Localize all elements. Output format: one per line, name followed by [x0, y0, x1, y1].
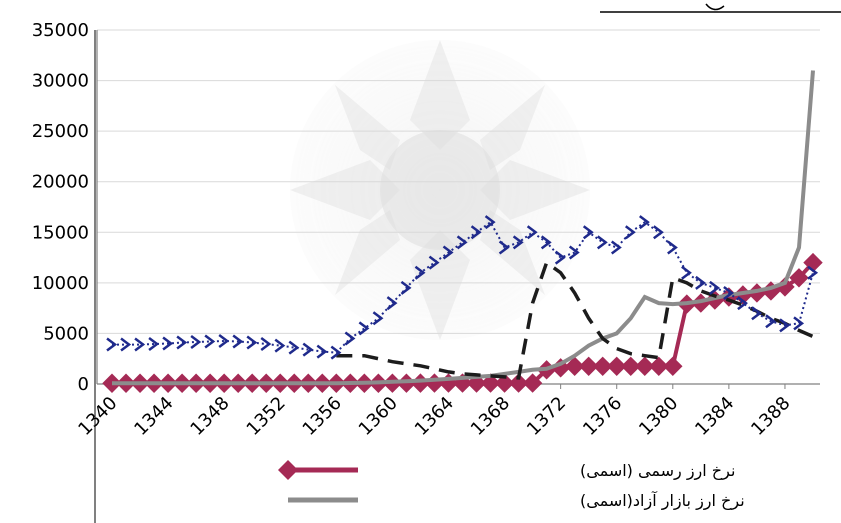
series-3-point — [554, 250, 566, 265]
legend: نرخ ارز رسمی (اسمی) نرخ ارز بازار آزاد(اس… — [270, 452, 745, 523]
x-tick-label: 1372 — [523, 393, 570, 440]
series-3-point — [681, 265, 692, 280]
legend-label: نرخ ارز رسمی (اسمی) — [580, 461, 735, 481]
series-3-point — [568, 245, 580, 260]
series-3-point — [639, 215, 650, 230]
series-3-point — [456, 235, 468, 250]
series-3-point — [400, 280, 412, 295]
series-3-point — [330, 345, 342, 360]
series-3-point — [428, 255, 440, 270]
x-tick-label: 1356 — [299, 393, 346, 440]
legend-item-1: نرخ ارز بازار آزاد(اسمی) — [288, 491, 745, 511]
series-3-point — [344, 331, 356, 346]
series-3-point — [204, 334, 216, 349]
series-3-point — [751, 306, 763, 321]
series-3-point — [540, 235, 552, 250]
series-3-point — [316, 344, 328, 359]
series-3-point — [372, 311, 384, 326]
x-tick-label: 1360 — [355, 393, 402, 440]
y-tick-labels: 0 5000 10000 15000 20000 25000 30000 35000 — [32, 20, 89, 395]
series-3-point — [610, 240, 622, 255]
series-3-point — [596, 235, 608, 250]
legend-item-0: نرخ ارز رسمی (اسمی) — [278, 460, 735, 481]
x-tick-label: 1388 — [747, 393, 794, 440]
series-3-point — [667, 240, 678, 255]
series-3-point — [484, 215, 496, 230]
series-3-point — [807, 265, 819, 280]
series-3-point — [442, 245, 454, 260]
series-3-point — [386, 296, 398, 311]
y-tick-label: 5000 — [43, 323, 89, 344]
series-3-point — [148, 337, 160, 352]
x-tick-label: 1384 — [691, 393, 738, 440]
series-3-point — [737, 296, 748, 311]
series-0-point — [592, 356, 613, 377]
series-3-point — [470, 225, 482, 240]
series-3-point — [793, 316, 805, 331]
series-0-point — [649, 356, 669, 377]
series-3-point — [624, 225, 636, 240]
legend-label: نرخ ارز بازار آزاد(اسمی) — [580, 491, 745, 511]
x-tick-label: 1376 — [579, 393, 626, 440]
series-3-point — [582, 225, 594, 240]
x-tick-label: 1364 — [411, 393, 458, 440]
series-3-point — [512, 235, 524, 250]
y-tick-label: 30000 — [32, 71, 89, 92]
title-glyph-fragment — [705, 3, 725, 11]
series-0-point — [607, 356, 627, 377]
series-3-point — [218, 334, 230, 349]
y-tick-label: 10000 — [32, 273, 89, 294]
series-3-point — [779, 318, 791, 333]
series-3-point — [414, 265, 426, 280]
y-tick-label: 20000 — [32, 172, 89, 193]
y-tick-label: 0 — [78, 374, 89, 395]
series-3-point — [134, 337, 146, 352]
y-tick-label: 35000 — [32, 20, 89, 41]
legend-diamond-marker — [278, 460, 298, 480]
series-0-point — [663, 356, 683, 377]
x-tick-label: 1368 — [467, 393, 514, 440]
series-3-point — [190, 335, 202, 350]
series-3-point — [106, 337, 118, 352]
series-0-point — [564, 356, 585, 377]
series-3-point — [358, 321, 370, 336]
y-tick-label: 25000 — [32, 121, 89, 142]
series-3-point — [695, 275, 706, 290]
series-line-2 — [336, 259, 814, 380]
series-3-point — [653, 225, 664, 240]
series-0-point — [522, 373, 543, 393]
x-tick-label: 1348 — [186, 393, 233, 440]
x-tick-label: 1380 — [635, 393, 682, 440]
series-3-point — [765, 314, 777, 329]
series-3-point — [288, 340, 300, 355]
rosette-watermark — [290, 40, 590, 340]
series-3-point — [709, 280, 720, 295]
series-0-point — [789, 268, 809, 288]
legend-box — [270, 452, 590, 523]
series-0-point — [621, 356, 641, 377]
series-3-point — [162, 336, 174, 351]
x-tick-label: 1340 — [74, 393, 121, 440]
series-0-point — [494, 373, 515, 393]
series-0-point — [578, 356, 599, 377]
y-tick-label: 15000 — [32, 222, 89, 243]
x-tick-label: 1352 — [243, 393, 290, 440]
x-tick-label: 1344 — [130, 393, 177, 440]
series-line-1 — [112, 70, 815, 386]
series-0-point — [508, 373, 529, 393]
series-3-point — [274, 338, 286, 353]
series-3-point — [176, 335, 188, 350]
series-3-point — [723, 285, 734, 300]
series-0-point — [635, 356, 655, 377]
series-3-point — [246, 335, 258, 350]
series-3-point — [526, 225, 538, 240]
series-3-point — [232, 334, 244, 349]
series-3-point — [498, 240, 510, 255]
series-0-point — [480, 373, 501, 393]
series-3-point — [120, 337, 132, 352]
series-3-point — [302, 342, 314, 357]
series-3-point — [260, 337, 272, 352]
series-group — [102, 70, 823, 393]
